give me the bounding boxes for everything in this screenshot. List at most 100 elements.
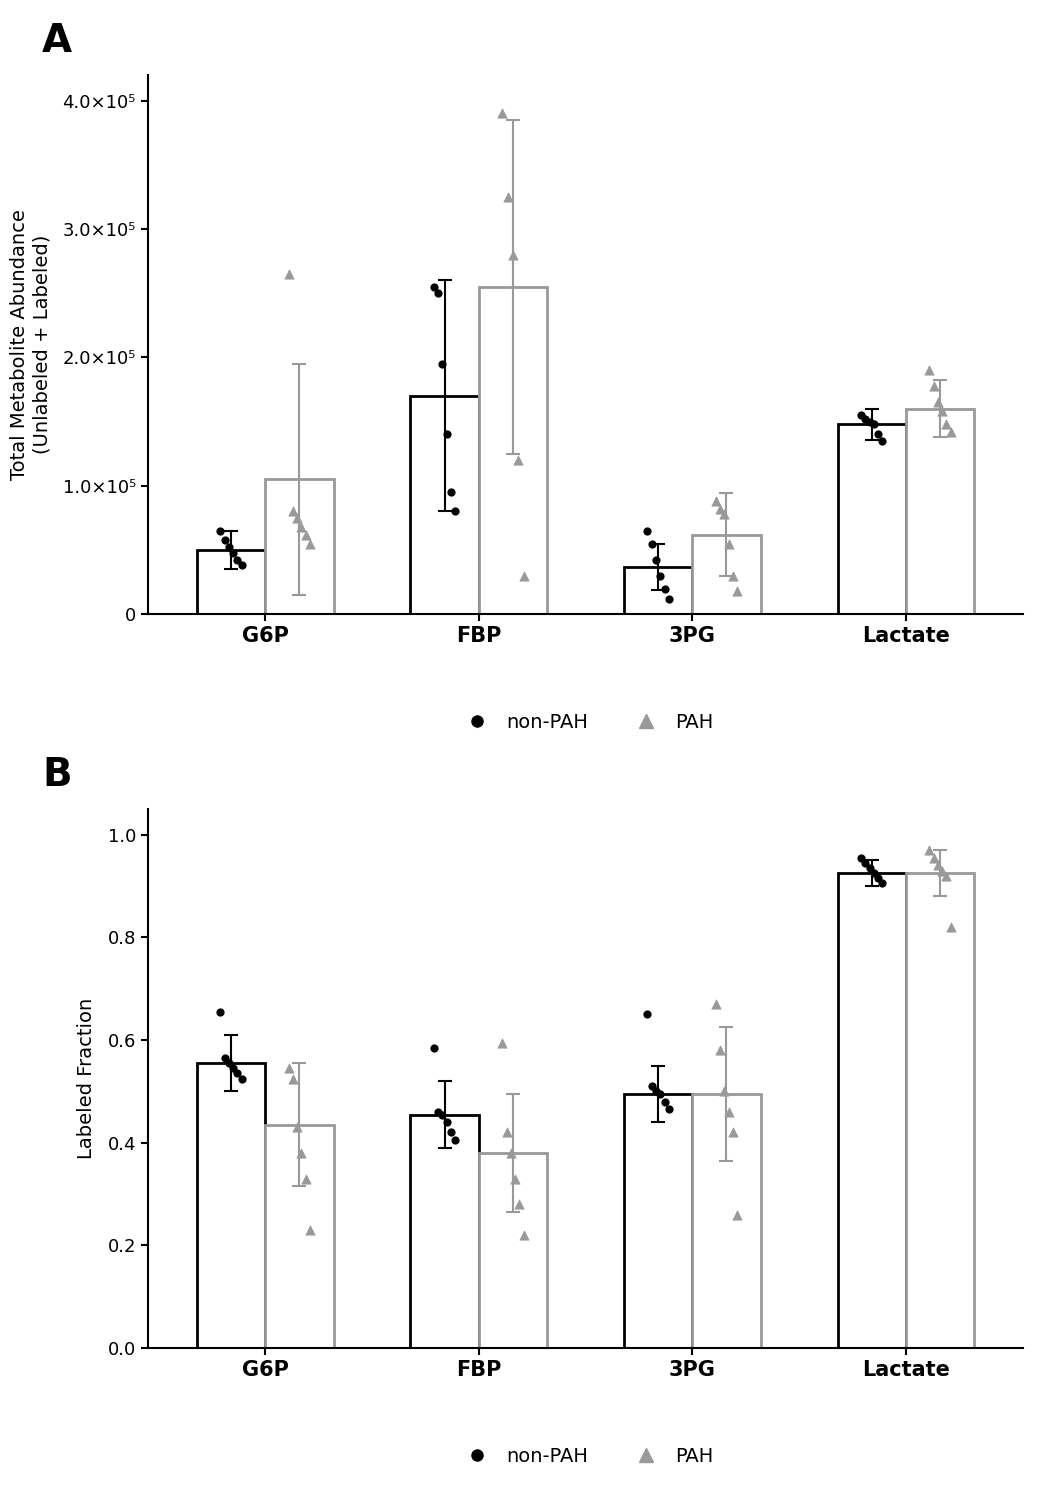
Point <box>712 497 729 521</box>
Point <box>434 352 450 376</box>
Point <box>729 580 746 604</box>
Point <box>934 400 951 424</box>
Point <box>716 502 733 526</box>
Point <box>721 1100 737 1124</box>
Point <box>289 506 306 530</box>
Point <box>656 1089 673 1113</box>
Point <box>639 1002 656 1026</box>
Bar <box>838 424 906 614</box>
Point <box>506 1167 523 1191</box>
Point <box>511 1192 528 1216</box>
Point <box>298 1167 314 1191</box>
Point <box>515 563 532 587</box>
Point <box>652 563 669 587</box>
Point <box>921 837 938 861</box>
Point <box>429 282 446 306</box>
Point <box>229 1062 246 1086</box>
Y-axis label: Total Metabolite Abundance
(Unlabeled + Labeled): Total Metabolite Abundance (Unlabeled + … <box>11 210 52 479</box>
Bar <box>410 1115 479 1348</box>
Point <box>852 403 869 427</box>
Bar <box>197 550 265 614</box>
Y-axis label: Labeled Fraction: Labeled Fraction <box>77 998 96 1159</box>
Point <box>644 1074 660 1098</box>
Bar <box>265 479 333 614</box>
Text: B: B <box>42 756 72 794</box>
Point <box>660 587 677 611</box>
Legend: non-PAH, PAH: non-PAH, PAH <box>449 1438 722 1474</box>
Point <box>942 915 959 939</box>
Bar <box>197 1064 265 1348</box>
Point <box>212 999 229 1023</box>
Point <box>425 274 442 298</box>
Bar <box>906 873 974 1348</box>
Bar <box>410 395 479 614</box>
Point <box>434 1103 450 1126</box>
Point <box>938 412 955 436</box>
Point <box>298 523 314 547</box>
Point <box>442 481 459 505</box>
Point <box>438 422 455 446</box>
Bar <box>692 535 761 614</box>
Point <box>869 866 886 890</box>
Point <box>212 518 229 542</box>
Bar <box>265 1125 333 1348</box>
Point <box>498 1121 515 1144</box>
Legend: non-PAH, PAH: non-PAH, PAH <box>449 704 722 740</box>
Point <box>293 515 310 539</box>
Bar <box>624 1094 692 1348</box>
Point <box>652 1082 669 1106</box>
Point <box>216 527 233 551</box>
Point <box>438 1110 455 1134</box>
Point <box>285 499 302 523</box>
Point <box>861 409 878 433</box>
Point <box>869 422 886 446</box>
Point <box>725 563 742 587</box>
Point <box>425 1035 442 1059</box>
Point <box>504 243 521 267</box>
Point <box>447 499 464 523</box>
Point <box>929 854 946 878</box>
Point <box>648 548 665 572</box>
Bar <box>624 566 692 614</box>
Point <box>515 1224 532 1248</box>
Point <box>281 262 298 286</box>
Point <box>938 864 955 888</box>
Point <box>729 1203 746 1227</box>
Point <box>502 1141 519 1165</box>
Point <box>220 1052 237 1076</box>
Point <box>865 412 882 436</box>
Point <box>942 419 959 443</box>
Point <box>874 428 890 452</box>
Point <box>233 553 250 577</box>
Point <box>874 872 890 896</box>
Point <box>233 1067 250 1091</box>
Point <box>281 1056 298 1080</box>
Point <box>648 1080 665 1104</box>
Point <box>929 391 946 415</box>
Point <box>510 448 526 472</box>
Point <box>925 373 942 397</box>
Point <box>721 532 737 556</box>
Point <box>644 532 660 556</box>
Point <box>302 1218 319 1242</box>
Point <box>656 577 673 601</box>
Point <box>220 535 237 559</box>
Point <box>707 490 724 514</box>
Point <box>934 858 951 882</box>
Point <box>925 846 942 870</box>
Point <box>660 1098 677 1122</box>
Point <box>494 1031 511 1055</box>
Bar <box>692 1094 761 1348</box>
Point <box>707 992 724 1016</box>
Point <box>229 548 246 572</box>
Point <box>494 102 511 126</box>
Point <box>447 1128 464 1152</box>
Point <box>861 855 878 879</box>
Point <box>289 1116 306 1140</box>
Point <box>225 541 242 565</box>
Text: A: A <box>42 22 73 60</box>
Point <box>225 1056 242 1080</box>
Point <box>293 1141 310 1165</box>
Point <box>857 407 874 431</box>
Point <box>429 1100 446 1124</box>
